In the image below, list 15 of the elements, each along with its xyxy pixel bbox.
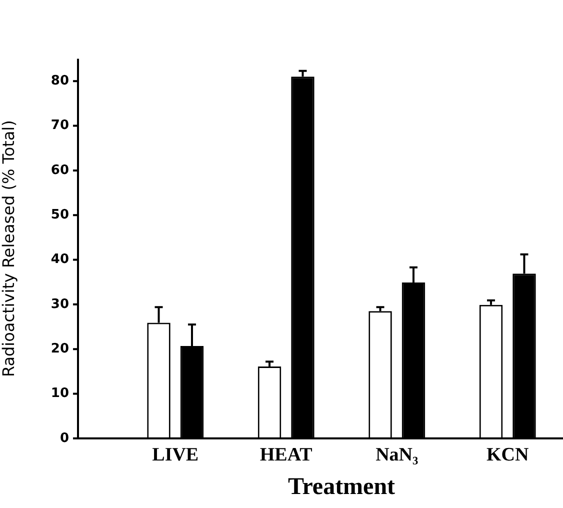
y-tick-label: 20 (50, 341, 69, 356)
x-tick-label: HEAT (260, 444, 313, 466)
x-tick-label: KCN (486, 444, 530, 466)
x-tick-label: LIVE (152, 444, 199, 466)
y-tick-label: 50 (50, 207, 69, 222)
y-tick-label: 30 (50, 296, 69, 312)
x-tick-label: NaN₃ (376, 444, 418, 466)
x-axis-title: Treatment (288, 474, 396, 500)
y-tick-label: 40 (50, 252, 69, 268)
y-tick-label: 10 (50, 386, 69, 402)
y-tick-label: 60 (50, 162, 69, 178)
y-tick-label: 80 (50, 74, 69, 89)
y-tick-label: 0 (60, 430, 69, 446)
y-tick-label: 70 (50, 118, 69, 134)
y-axis-title: Radioactivity Released (% Total) (0, 120, 18, 378)
